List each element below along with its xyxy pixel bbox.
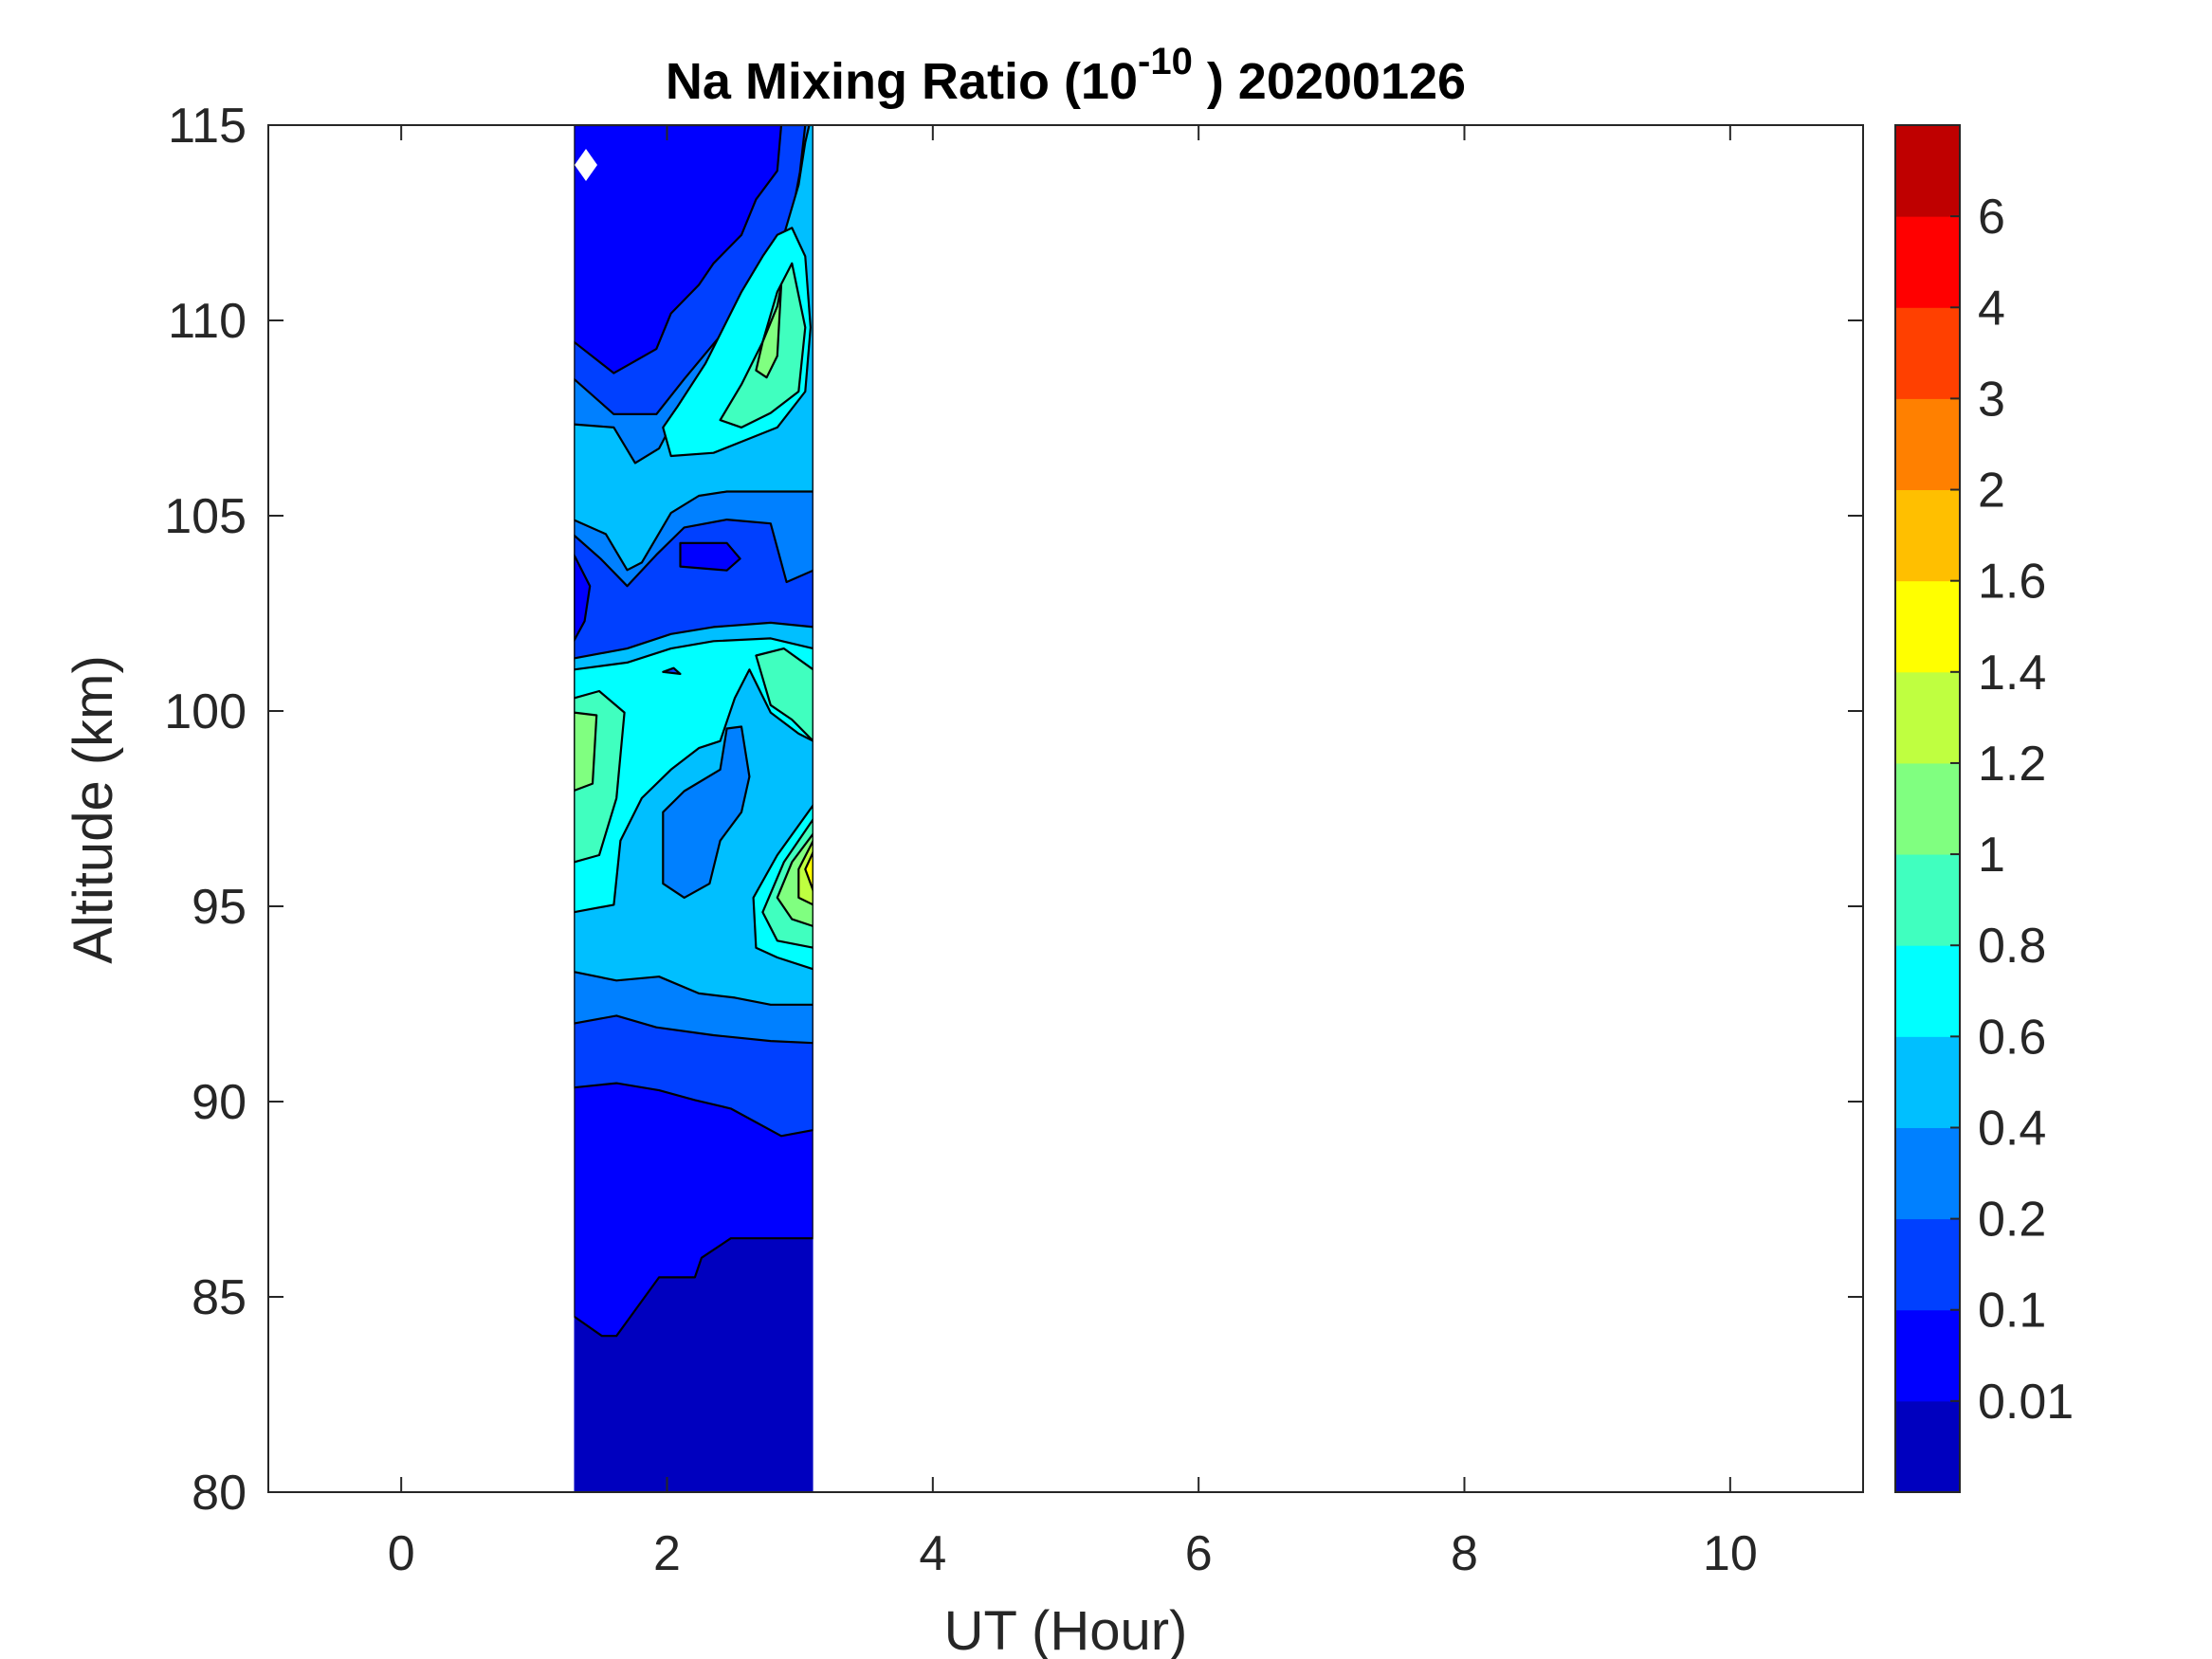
- colorbar-band: [1895, 671, 1960, 764]
- colorbar-band: [1895, 1036, 1960, 1128]
- contour-region-level-2: [662, 666, 682, 676]
- colorbar-tick-label: 6: [1978, 190, 2005, 245]
- contour-region-level-1: [679, 541, 741, 572]
- x-axis-label: UT (Hour): [944, 1600, 1188, 1659]
- colorbar-band: [1895, 762, 1960, 855]
- contour-region-level-1: [574, 554, 592, 642]
- x-tick-label: 6: [1185, 1526, 1213, 1581]
- axes: 0 2 4 6 8 10 80 85 90 95 100 105 110 115: [164, 99, 1864, 1581]
- y-tick-label: 115: [168, 99, 247, 154]
- contour-region-level-3: [662, 725, 751, 900]
- colorbar-tick-label: 0.2: [1978, 1193, 2046, 1248]
- y-tick-label: 110: [168, 294, 247, 349]
- y-tick-label: 90: [192, 1075, 247, 1130]
- colorbar-tick-label: 0.8: [1978, 919, 2046, 974]
- colorbar-tick-label: 0.1: [1978, 1284, 2046, 1339]
- contour-region-level-7: [574, 711, 598, 793]
- colorbar-band: [1895, 1309, 1960, 1402]
- colorbar-tick-label: 3: [1978, 372, 2005, 427]
- x-tick-label: 2: [653, 1526, 681, 1581]
- colorbar-band: [1895, 307, 1960, 399]
- colorbar-tick-label: 1.6: [1978, 555, 2046, 610]
- colorbar-band: [1895, 945, 1960, 1037]
- y-tick-label: 95: [192, 880, 247, 935]
- y-axis-label: Altitude (km): [63, 655, 124, 964]
- colorbar: 0.01 0.1 0.2 0.4 0.6 0.8 1 1.2 1.4 1.6 2 3 4 6: [1894, 124, 2074, 1493]
- x-tick-label: 10: [1703, 1526, 1758, 1581]
- y-tick-label: 80: [192, 1466, 247, 1521]
- x-tick-label: 4: [919, 1526, 946, 1581]
- chart-title: Na Mixing Ratio (10-10 ) 20200126: [666, 41, 1466, 110]
- colorbar-tick-label: 4: [1978, 281, 2005, 336]
- colorbar-band: [1895, 398, 1960, 491]
- colorbar-tick-label: 0.01: [1978, 1375, 2074, 1430]
- contour-region-level-6: [755, 647, 814, 742]
- contour-region-level-7: [755, 283, 783, 379]
- x-tick-label: 0: [388, 1526, 415, 1581]
- y-tick-label: 105: [164, 489, 247, 544]
- colorbar-band: [1895, 489, 1960, 582]
- title-prefix: Na Mixing Ratio (10: [666, 53, 1138, 110]
- colorbar-tick-label: 1: [1978, 828, 2005, 883]
- title-suffix: ) 20200126: [1193, 53, 1466, 110]
- diamond-marker: [574, 149, 597, 182]
- colorbar-band: [1895, 854, 1960, 946]
- colorbar-tick-label: 0.4: [1978, 1101, 2046, 1156]
- colorbar-tick-label: 1.2: [1978, 737, 2046, 792]
- colorbar-band: [1895, 125, 1960, 217]
- colorbar-band: [1895, 216, 1960, 308]
- y-tick-label: 100: [164, 684, 247, 739]
- colorbar-tick-label: 0.6: [1978, 1010, 2046, 1065]
- contour-region-level-5: [574, 637, 814, 914]
- colorbar-tick-label: 1.4: [1978, 646, 2046, 701]
- y-tick-label: 85: [192, 1270, 247, 1325]
- colorbar-band: [1895, 1127, 1960, 1220]
- colorbar-band: [1895, 1218, 1960, 1311]
- contour-fill-layer: [574, 125, 814, 1492]
- title-exponent: -10: [1138, 41, 1193, 82]
- contour-region-level-9: [804, 850, 814, 892]
- plot-frame: [267, 124, 1864, 1493]
- colorbar-band: [1895, 580, 1960, 673]
- x-tick-label: 8: [1451, 1526, 1478, 1581]
- colorbar-frame: [1894, 124, 1961, 1493]
- colorbar-band: [1895, 1400, 1960, 1493]
- colorbar-tick-label: 2: [1978, 464, 2005, 519]
